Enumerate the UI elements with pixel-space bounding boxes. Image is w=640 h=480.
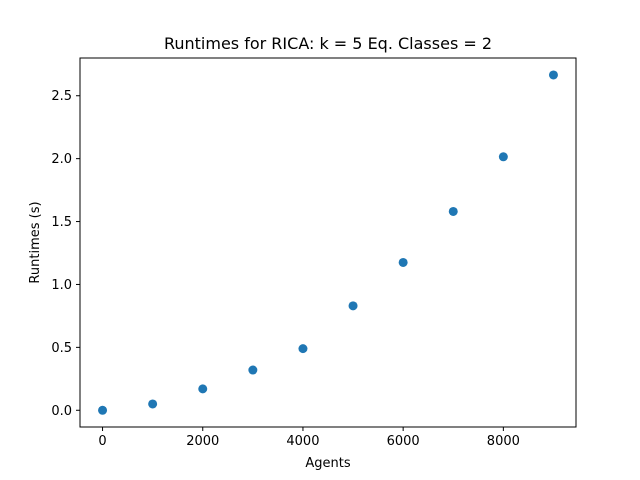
chart-title: Runtimes for RICA: k = 5 Eq. Classes = 2 xyxy=(164,34,492,53)
y-tick-label: 0.0 xyxy=(51,404,72,419)
data-point xyxy=(198,384,208,394)
y-tick-label: 2.0 xyxy=(51,152,72,167)
y-axis-label: Runtimes (s) xyxy=(28,201,43,283)
x-tick-label: 6000 xyxy=(387,434,420,449)
x-tick-label: 2000 xyxy=(186,434,219,449)
data-point xyxy=(298,344,308,354)
data-point xyxy=(448,206,458,216)
data-point xyxy=(348,301,358,311)
data-point xyxy=(398,257,408,267)
data-point xyxy=(248,365,258,375)
data-points xyxy=(98,70,558,415)
x-axis-ticks: 0 2000 4000 6000 8000 xyxy=(98,427,520,449)
y-axis-ticks: 0.0 0.5 1.0 1.5 2.0 2.5 xyxy=(51,89,80,419)
data-point xyxy=(498,152,508,162)
plot-area-frame xyxy=(79,57,577,428)
y-tick-label: 0.5 xyxy=(51,341,72,356)
x-tick-label: 4000 xyxy=(286,434,319,449)
y-tick-label: 1.5 xyxy=(51,215,72,230)
data-point xyxy=(98,405,108,415)
y-tick-label: 1.0 xyxy=(51,278,72,293)
y-tick-label: 2.5 xyxy=(51,89,72,104)
x-axis-label: Agents xyxy=(305,456,350,471)
x-tick-label: 0 xyxy=(98,434,106,449)
data-point xyxy=(548,70,558,80)
data-point xyxy=(148,399,158,409)
x-tick-label: 8000 xyxy=(487,434,520,449)
